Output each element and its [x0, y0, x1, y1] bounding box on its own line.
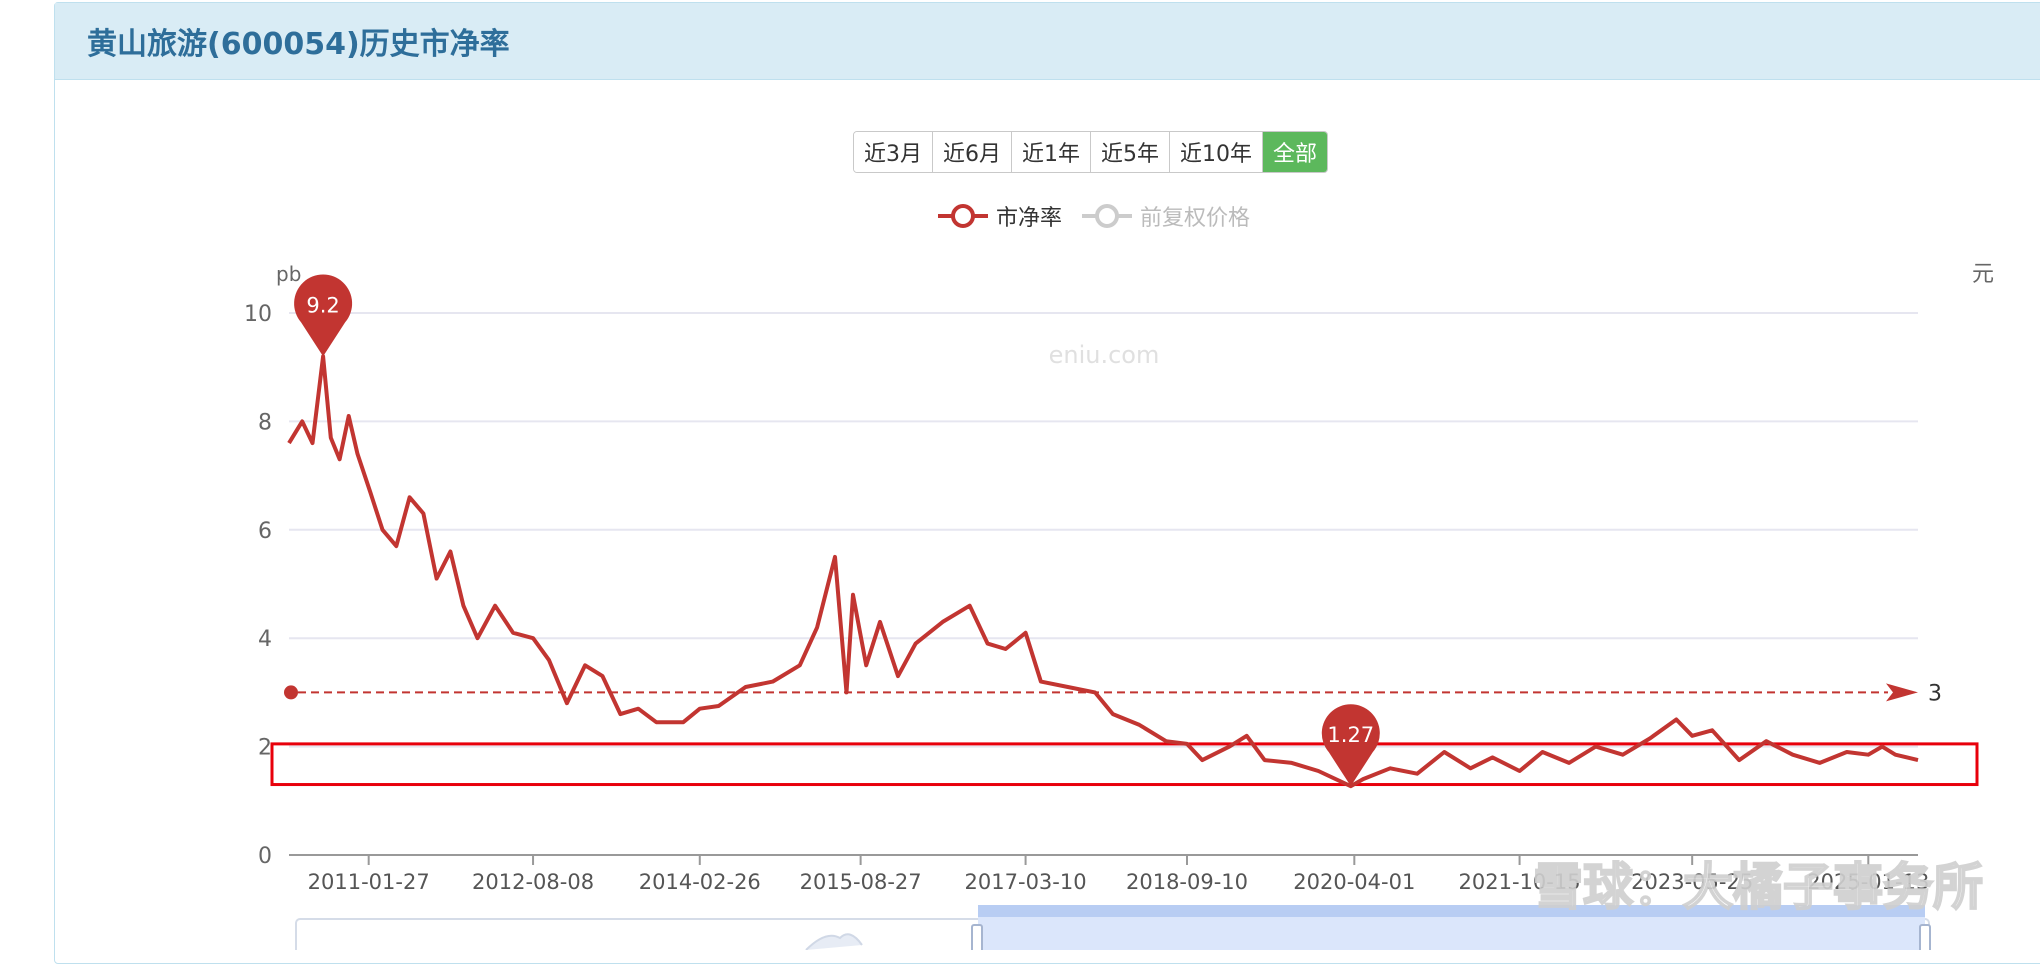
mark-point-label: 9.2 — [306, 293, 339, 317]
range-10y-button[interactable]: 近10年 — [1170, 132, 1263, 172]
x-tick-label: 2023-05-25 — [1631, 870, 1753, 894]
y-tick-label: 0 — [258, 844, 272, 869]
range-6m-button[interactable]: 近6月 — [933, 132, 1012, 172]
x-tick-label: 2015-08-27 — [800, 870, 922, 894]
x-tick-label: 2012-08-08 — [472, 870, 594, 894]
range-3m-button[interactable]: 近3月 — [854, 132, 933, 172]
range-5y-button[interactable]: 近5年 — [1091, 132, 1170, 172]
x-tick-label: 2014-02-26 — [639, 870, 761, 894]
data-zoom-handle-bar — [978, 905, 1925, 917]
x-tick-label: 2020-04-01 — [1293, 870, 1415, 894]
corner-watermark: 雪球：大橘子事务所 — [1533, 858, 1983, 916]
range-all-button[interactable]: 全部 — [1263, 132, 1328, 172]
y-unit-left: pb — [276, 262, 301, 286]
x-tick-label: 2017-03-10 — [965, 870, 1087, 894]
mark-point-pin — [1321, 704, 1380, 787]
data-zoom-left-handle — [971, 924, 983, 950]
legend-line-circle-icon — [1082, 204, 1133, 228]
y-tick-label: 4 — [258, 627, 272, 652]
x-tick-label: 2025-01-13 — [1807, 870, 1929, 894]
range-selector: 近3月 近6月 近1年 近5年 近10年 全部 — [853, 131, 1329, 173]
legend-item-pb[interactable]: 市净率 — [938, 200, 1062, 232]
y-tick-label: 10 — [244, 302, 272, 327]
x-tick-label: 2011-01-27 — [308, 870, 430, 894]
chart-legend: 市净率 前复权价格 — [938, 200, 1250, 232]
y-tick-label: 2 — [258, 736, 272, 761]
page-title: 黄山旅游(600054)历史市净率 — [87, 27, 510, 62]
range-1y-button[interactable]: 近1年 — [1012, 132, 1091, 172]
legend-label-pb: 市净率 — [996, 206, 1063, 231]
x-tick-label: 2018-09-10 — [1126, 870, 1248, 894]
y-tick-label: 8 — [258, 410, 272, 435]
legend-label-price: 前复权价格 — [1140, 206, 1251, 231]
markline-arrow — [1886, 683, 1918, 702]
x-tick-label: 2021-10-15 — [1459, 870, 1581, 894]
markline-label: 3 — [1928, 681, 1942, 706]
markline-start-dot — [284, 685, 298, 700]
data-zoom-right-handle — [1919, 924, 1931, 950]
highlight-box — [270, 742, 1979, 787]
mark-point-label: 1.27 — [1327, 723, 1374, 747]
data-zoom-preview — [805, 933, 863, 950]
chart-watermark: eniu.com — [1049, 341, 1160, 369]
mark-point-pin — [294, 274, 353, 357]
legend-item-price[interactable]: 前复权价格 — [1082, 200, 1250, 232]
legend-line-circle-icon — [938, 204, 988, 228]
pb-series-line — [287, 354, 1919, 789]
y-unit-right: 元 — [1972, 262, 1994, 287]
y-tick-label: 6 — [258, 519, 272, 544]
panel-header: 黄山旅游(600054)历史市净率 — [55, 3, 2040, 80]
